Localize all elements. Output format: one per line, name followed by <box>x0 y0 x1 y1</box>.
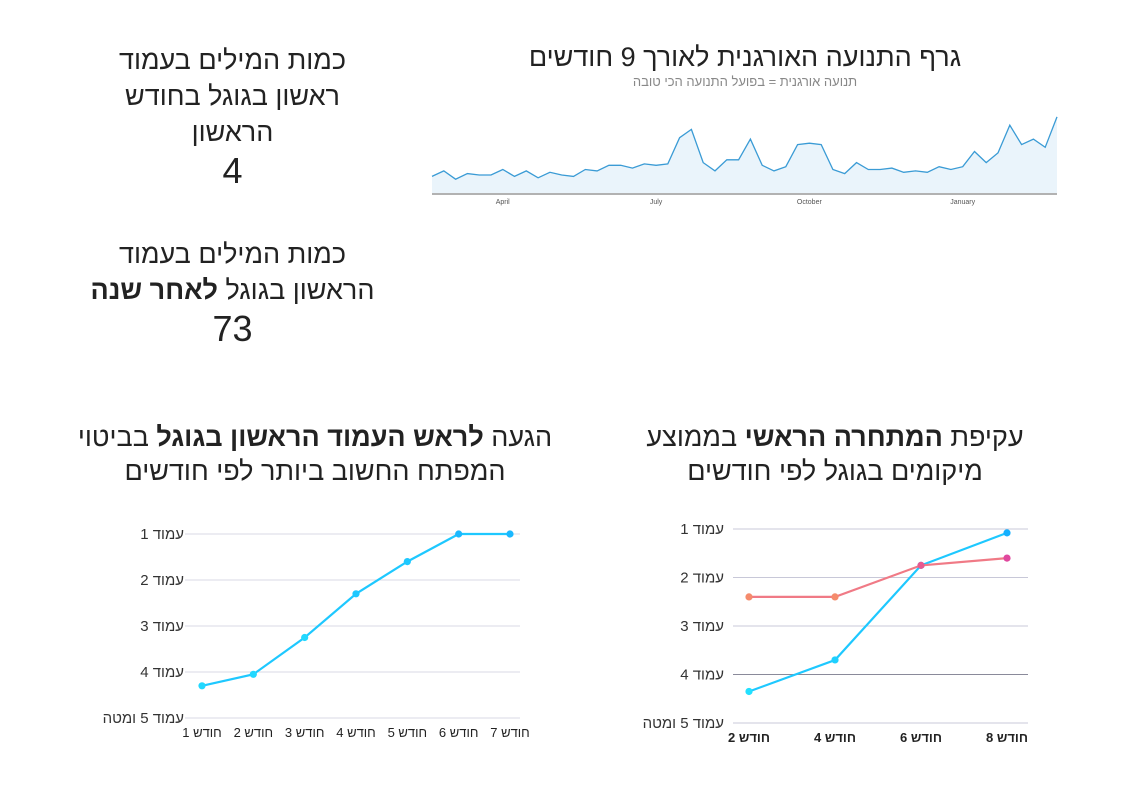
kpi-after-year-title-line: כמות המילים בעמוד <box>118 239 346 269</box>
keyword-chart-point <box>455 530 463 538</box>
traffic-chart-title-text: גרף התנועה האורגנית לאורך 9 חודשים <box>528 42 962 72</box>
competitor-chart-series-line <box>749 557 1008 599</box>
keyword-chart-y-tick-label: עמוד 2 <box>140 572 184 589</box>
competitor-chart-y-tick-label: עמוד 5 ומטה <box>643 715 724 732</box>
traffic-area-fill <box>432 116 1057 193</box>
competitor-chart-title-line1: עקיפת המתחרה הראשי בממוצע <box>610 420 1060 454</box>
keyword-chart-series-line <box>201 532 510 687</box>
competitor-chart-x-tick-label: 8 חודש <box>986 730 1028 745</box>
keyword-chart-x-tick-label: 1 חודש <box>182 725 221 740</box>
competitor-chart-title-part: עקיפת <box>942 422 1024 452</box>
competitor-chart-x-tick-label: 6 חודש <box>900 730 942 745</box>
kpi-after-year-title: כמות המילים בעמוד הראשון בגוגל לאחר שנה <box>85 236 380 308</box>
keyword-chart-point <box>301 633 309 642</box>
kpi-after-year-title-normal: הראשון בגוגל <box>218 275 375 305</box>
competitor-chart-y-tick-label: עמוד 4 <box>680 667 724 684</box>
competitor-chart-point <box>917 561 925 569</box>
keyword-chart-point <box>506 530 514 538</box>
keyword-chart-title-part: בביטוי <box>77 422 157 452</box>
kpi-after-year-title-line2: הראשון בגוגל לאחר שנה <box>85 272 380 308</box>
kpi-first-month-value: 4 <box>222 150 243 191</box>
keyword-chart-x-tick-label: 3 חודש <box>285 725 324 740</box>
competitor-chart-x-tick-label: 2 חודש <box>728 730 770 745</box>
keyword-chart-title-line1: הגעה לראש העמוד הראשון בגוגל בביטוי <box>60 420 570 454</box>
keyword-chart-x-tick-label: 6 חודש <box>439 725 478 740</box>
kpi-first-month-title-line: הראשון <box>191 117 274 147</box>
keyword-chart-title-line2: המפתח החשוב ביותר לפי חודשים <box>124 456 506 486</box>
competitor-chart-point <box>1003 529 1011 537</box>
keyword-chart-x-tick-label: 4 חודש <box>336 725 375 740</box>
traffic-chart-subtitle: תנועה אורגנית = בפועל התנועה הכי טובה <box>632 74 858 89</box>
competitor-chart-point <box>831 656 839 664</box>
keyword-chart-title: הגעה לראש העמוד הראשון בגוגל בביטוי המפת… <box>60 420 570 488</box>
competitor-chart-y-tick-label: עמוד 3 <box>680 618 724 635</box>
competitor-chart-point <box>745 593 753 601</box>
keyword-chart-y-tick-label: עמוד 5 ומטה <box>103 710 184 727</box>
kpi-first-month-title: כמות המילים בעמוד ראשון בגוגל בחודש הראש… <box>90 42 375 150</box>
competitor-chart-x-tick-label: 4 חודש <box>814 730 856 745</box>
keyword-chart-x-tick-label: 2 חודש <box>234 725 273 740</box>
keyword-chart-title-bold: לראש העמוד הראשון בגוגל <box>156 422 484 452</box>
keyword-chart-point <box>352 590 360 598</box>
competitor-chart-point <box>745 687 753 696</box>
competitor-chart-y-tick-label: עמוד 2 <box>680 570 724 587</box>
competitor-chart-title-line2: מיקומים בגוגל לפי חודשים <box>687 456 983 486</box>
kpi-first-month: כמות המילים בעמוד ראשון בגוגל בחודש הראש… <box>90 42 375 192</box>
kpi-after-year-value: 73 <box>212 308 253 349</box>
competitor-chart-point <box>1003 554 1011 562</box>
competitor-chart-title-bold: המתחרה הראשי <box>744 422 943 452</box>
keyword-chart-point <box>403 558 411 566</box>
traffic-x-tick-label: January <box>950 199 975 206</box>
keyword-chart-y-tick-label: עמוד 3 <box>140 618 184 635</box>
keyword-chart-point <box>249 670 257 678</box>
kpi-after-year: כמות המילים בעמוד הראשון בגוגל לאחר שנה … <box>85 236 380 350</box>
keyword-chart-title-part: הגעה <box>483 422 553 452</box>
keyword-chart-x-tick-label: 5 חודש <box>388 725 427 740</box>
kpi-first-month-title-line: כמות המילים בעמוד <box>118 45 346 75</box>
kpi-first-month-title-line: ראשון בגוגל בחודש <box>125 81 340 111</box>
traffic-chart-title: גרף התנועה האורגנית לאורך 9 חודשים תנועה… <box>430 40 1060 89</box>
competitor-chart-y-tick-label: עמוד 1 <box>680 521 724 538</box>
competitor-chart-title-part: בממוצע <box>646 422 745 452</box>
competitor-chart-point <box>831 593 839 601</box>
traffic-series-line <box>431 116 1058 180</box>
keyword-chart-y-tick-label: עמוד 4 <box>140 664 184 681</box>
kpi-after-year-title-bold: לאחר שנה <box>90 275 218 305</box>
traffic-x-tick-label: July <box>650 199 663 206</box>
traffic-x-tick-label: October <box>797 199 823 206</box>
keyword-chart-x-tick-label: 7 חודש <box>490 725 529 740</box>
competitor-chart-series-line <box>748 531 1008 693</box>
competitor-chart-title: עקיפת המתחרה הראשי בממוצע מיקומים בגוגל … <box>610 420 1060 488</box>
keyword-chart-y-tick-label: עמוד 1 <box>140 526 184 543</box>
traffic-x-tick-label: April <box>496 199 510 206</box>
keyword-chart-point <box>198 682 206 690</box>
